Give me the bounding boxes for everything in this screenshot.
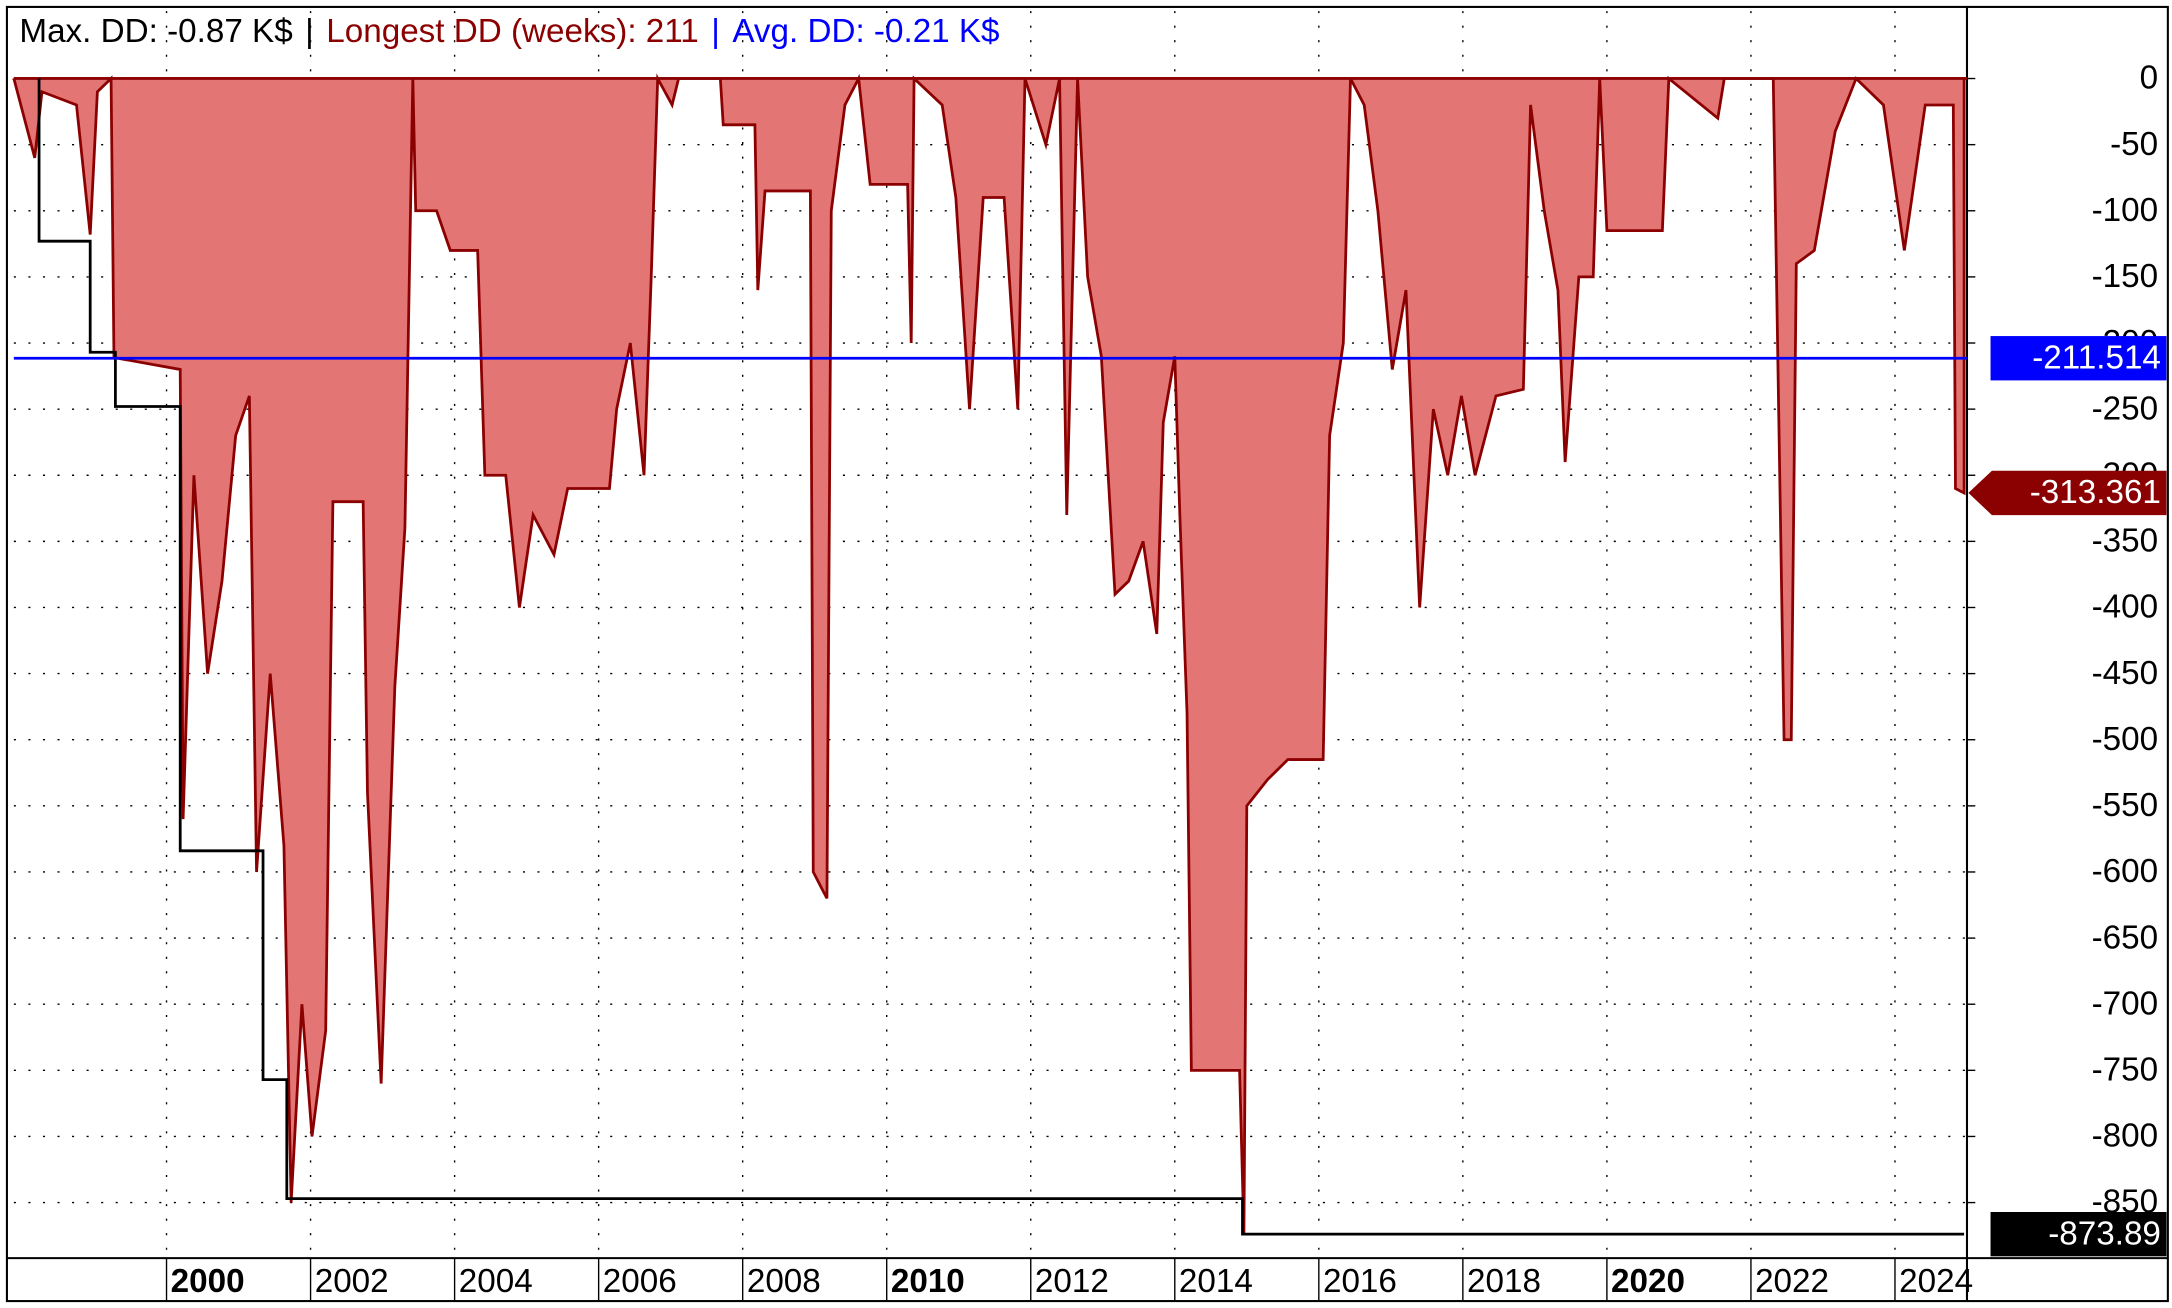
x-tick-label: 2024 — [1899, 1263, 1973, 1300]
x-tick-label: 2012 — [1035, 1263, 1109, 1300]
value-marker-label: -873.89 — [2048, 1215, 2161, 1252]
y-tick-label: -250 — [2092, 390, 2159, 427]
y-tick-label: -800 — [2092, 1118, 2159, 1155]
chart-title: Max. DD: -0.87 K$ | Longest DD (weeks): 21… — [19, 13, 999, 50]
x-tick-label: 2014 — [1179, 1263, 1253, 1300]
x-tick-label: 2006 — [603, 1263, 677, 1300]
y-tick-label: -500 — [2092, 721, 2159, 758]
value-marker — [1990, 1212, 2167, 1257]
y-tick-label: -550 — [2092, 787, 2159, 824]
y-tick-label: -700 — [2092, 985, 2159, 1022]
y-tick-label: -100 — [2092, 192, 2159, 229]
y-tick-label: -750 — [2092, 1052, 2159, 1089]
drawdown-area — [12, 73, 1966, 1235]
y-tick-label: -350 — [2092, 523, 2159, 560]
y-tick-label: 0 — [2140, 60, 2158, 97]
y-tick-label: -150 — [2092, 258, 2159, 295]
y-tick-label: -400 — [2092, 589, 2159, 626]
x-tick-label: 2020 — [1611, 1263, 1685, 1300]
x-tick-label: 2000 — [171, 1263, 245, 1300]
value-marker-label: -211.514 — [2032, 339, 2161, 376]
x-tick-label: 2002 — [315, 1263, 389, 1300]
x-tick-label: 2010 — [891, 1263, 965, 1300]
value-marker — [1990, 336, 2167, 381]
x-tick-label: 2022 — [1755, 1263, 1829, 1300]
y-tick-label: -600 — [2092, 853, 2159, 890]
x-tick-label: 2016 — [1323, 1263, 1397, 1300]
title-part: Longest DD (weeks): 211 — [326, 13, 698, 50]
y-tick-label: -650 — [2092, 919, 2159, 956]
title-part: Avg. DD: -0.21 K$ — [732, 13, 999, 50]
x-tick-label: 2008 — [747, 1263, 821, 1300]
value-marker — [1968, 470, 2167, 516]
title-part: | — [305, 13, 314, 50]
x-tick-label: 2004 — [459, 1263, 533, 1300]
y-tick-label: -450 — [2092, 655, 2159, 692]
title-part: Max. DD: -0.87 K$ — [19, 13, 292, 50]
y-tick-label: -50 — [2110, 126, 2158, 163]
max-drawdown-line — [37, 78, 1965, 1236]
value-marker-label: -313.361 — [2030, 474, 2161, 511]
x-tick-label: 2018 — [1467, 1263, 1541, 1300]
title-part: | — [711, 13, 720, 50]
